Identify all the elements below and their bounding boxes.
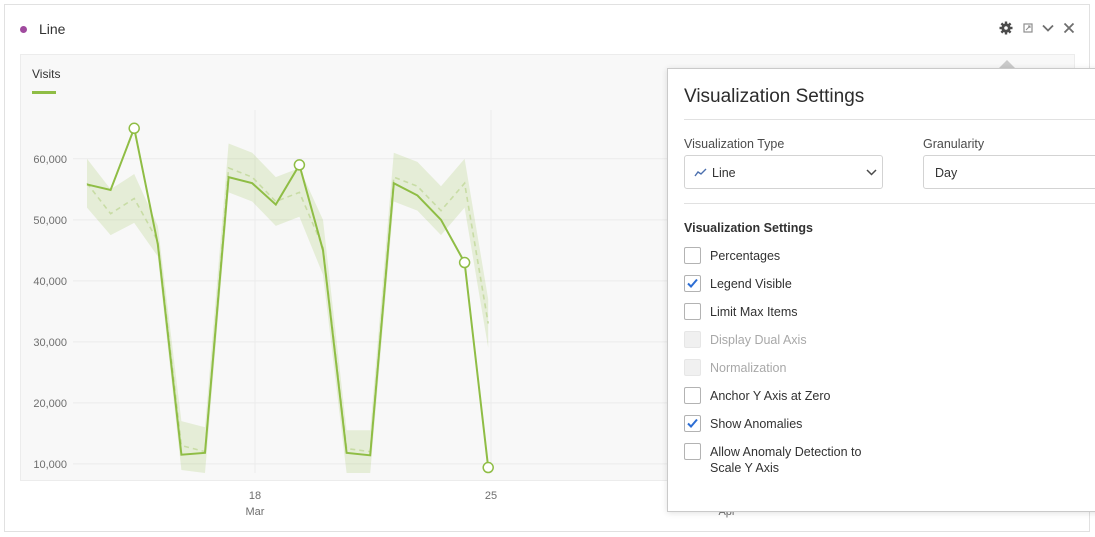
- viz-type-dropdown[interactable]: Line: [684, 155, 883, 189]
- checkbox[interactable]: [684, 387, 701, 404]
- legend-label[interactable]: Visits: [32, 67, 60, 81]
- close-icon[interactable]: [1061, 20, 1077, 36]
- y-tick-label: 60,000: [33, 154, 67, 166]
- checkmark-icon: [687, 418, 698, 428]
- panel-title[interactable]: Line: [39, 21, 66, 37]
- popover-title: Visualization Settings: [684, 86, 865, 107]
- checkbox-label: Anchor Y Axis at Zero: [710, 389, 831, 403]
- chevron-down-icon[interactable]: [1040, 20, 1056, 36]
- checkmark-icon: [687, 278, 698, 288]
- divider: [684, 203, 1095, 204]
- visualization-settings-popover: Visualization Settings Visualization Typ…: [667, 68, 1095, 512]
- anomaly-point[interactable]: [458, 256, 471, 269]
- granularity-value: Day: [935, 166, 958, 180]
- checkbox-label: Show Anomalies: [710, 417, 803, 431]
- viz-type-value: Line: [712, 166, 736, 180]
- line-chart-icon: [694, 168, 707, 177]
- confidence-band: [87, 143, 489, 473]
- y-tick-label: 10,000: [33, 459, 67, 471]
- y-tick-label: 20,000: [33, 398, 67, 410]
- x-tick-day: 18: [249, 490, 261, 502]
- chevron-down-icon: [866, 169, 877, 176]
- checkbox-label: Limit Max Items: [710, 305, 798, 319]
- x-tick-day: 25: [485, 490, 497, 502]
- granularity-label: Granularity: [923, 137, 985, 151]
- anomaly-point[interactable]: [293, 159, 306, 171]
- series-line-visits: [86, 124, 490, 468]
- panel-color-dot: [20, 26, 27, 33]
- x-tick-month: Mar: [246, 506, 265, 518]
- checkbox[interactable]: [684, 415, 701, 432]
- anomaly-point[interactable]: [128, 122, 140, 135]
- expected-line: [86, 166, 489, 453]
- y-tick-label: 50,000: [33, 215, 67, 227]
- anomaly-point[interactable]: [482, 461, 494, 474]
- panel-header: Line: [5, 5, 1089, 53]
- checkbox-label: Percentages: [710, 249, 781, 263]
- resize-icon[interactable]: [1020, 20, 1036, 36]
- checkbox-label: Normalization: [710, 361, 787, 375]
- gear-icon[interactable]: [998, 20, 1014, 36]
- checkbox-label: Display Dual Axis: [710, 333, 807, 347]
- checkbox-label: Allow Anomaly Detection to Scale Y Axis: [710, 445, 862, 475]
- checkbox[interactable]: [684, 275, 701, 292]
- checkbox[interactable]: [684, 443, 701, 460]
- checkbox[interactable]: [684, 303, 701, 320]
- divider: [684, 119, 1095, 120]
- checkbox: [684, 359, 701, 376]
- checkbox[interactable]: [684, 247, 701, 264]
- checkbox-label: Legend Visible: [710, 277, 792, 291]
- legend-swatch: [32, 91, 56, 94]
- granularity-dropdown[interactable]: Day: [923, 155, 1095, 189]
- popover-arrow: [998, 60, 1016, 69]
- checkbox: [684, 331, 701, 348]
- settings-section-label: Visualization Settings: [684, 221, 813, 235]
- y-tick-label: 30,000: [33, 337, 67, 349]
- y-tick-label: 40,000: [33, 276, 67, 288]
- viz-type-label: Visualization Type: [684, 137, 785, 151]
